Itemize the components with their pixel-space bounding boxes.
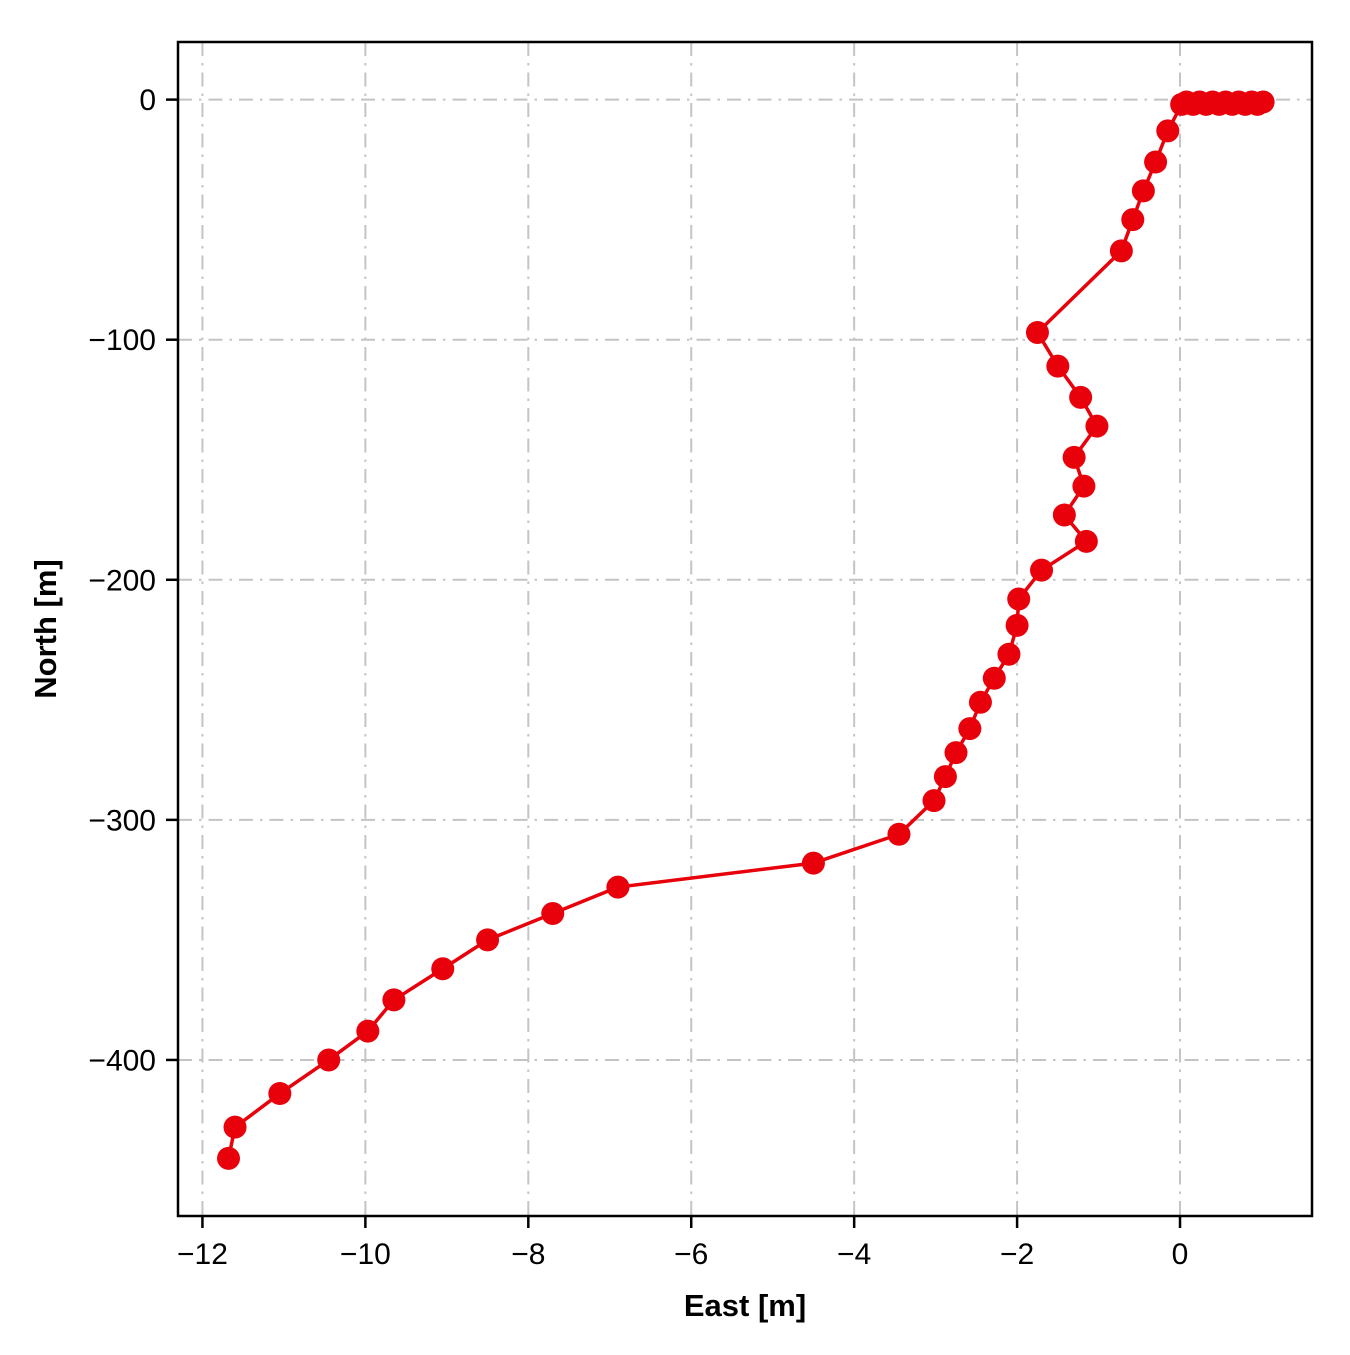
axes-frame [176,40,1314,1218]
data-point [476,928,500,952]
data-point [982,666,1006,690]
data-point [606,875,630,899]
data-point [1131,179,1155,203]
data-point [541,901,565,925]
data-point [356,1019,380,1043]
y-tick-label: −100 [88,324,156,357]
x-axis-label: East [m] [684,1288,806,1323]
data-point [217,1146,241,1170]
data-point [1069,385,1093,409]
data-point [1007,587,1031,611]
data-point [933,765,957,789]
data-point [382,988,406,1012]
data-point [958,717,982,741]
data-point [1109,239,1133,263]
data-point [1085,414,1109,438]
y-tick-label: −200 [88,564,156,597]
data-point [1046,354,1070,378]
data-point [1170,92,1194,116]
data-point [268,1082,292,1106]
y-axis-label: North [m] [28,559,63,698]
x-tick-label: −2 [1000,1238,1034,1271]
data-point [1062,445,1086,469]
x-tick-label: −10 [340,1238,391,1271]
data-point [1072,474,1096,498]
y-tick-label: 0 [139,84,156,117]
x-tick-label: 0 [1172,1238,1189,1271]
data-point [922,789,946,813]
data-point [1121,208,1145,232]
data-point [1005,613,1029,637]
data-point [887,822,911,846]
data-point [801,851,825,875]
data-point [997,642,1021,666]
x-tick-label: −8 [511,1238,545,1271]
data-point [1156,119,1180,143]
y-tick-label: −300 [88,804,156,837]
data-point [1074,529,1098,553]
data-point [968,690,992,714]
data-point [317,1048,341,1072]
data-point [223,1115,247,1139]
data-point [1030,558,1054,582]
x-tick-label: −6 [674,1238,708,1271]
data-point [1144,150,1168,174]
data-point [431,957,455,981]
data-point [1025,320,1049,344]
data-point [1052,503,1076,527]
data-point [944,741,968,765]
y-tick-label: −400 [88,1044,156,1077]
x-tick-label: −12 [177,1238,228,1271]
x-tick-label: −4 [837,1238,871,1271]
